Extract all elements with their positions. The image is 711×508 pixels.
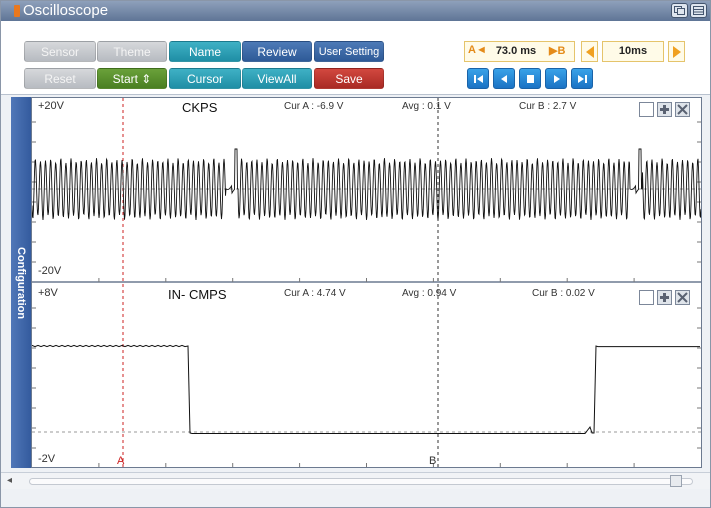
ch1-average-value: Avg : 0.1 V — [402, 101, 451, 112]
ch2-add-icon[interactable] — [657, 290, 672, 305]
user-setting-button[interactable]: User Setting — [314, 41, 384, 62]
last-icon — [578, 75, 587, 83]
stop-icon — [527, 75, 534, 83]
title-bar: Oscilloscope — [1, 1, 710, 21]
review-button[interactable]: Review — [242, 41, 312, 62]
prev-button[interactable] — [493, 68, 515, 89]
start-button[interactable]: Start ⇕ — [97, 68, 167, 89]
time-per-division-display: 10ms — [602, 41, 664, 62]
sensor-button[interactable]: Sensor — [24, 41, 96, 62]
waveform-canvas — [32, 98, 701, 467]
ch2-cursor-b-value: Cur B : 0.02 V — [532, 288, 595, 299]
ch2-average-value: Avg : 0.94 V — [402, 288, 457, 299]
cursor-a-marker: A◄ — [468, 44, 487, 56]
last-button[interactable] — [571, 68, 593, 89]
cursor-button[interactable]: Cursor — [169, 68, 241, 89]
first-button[interactable] — [467, 68, 489, 89]
ch1-name: CKPS — [182, 100, 218, 115]
toolbar: Sensor Theme Name Review User Setting Re… — [1, 21, 710, 95]
first-icon — [474, 75, 483, 83]
prev-icon — [501, 75, 507, 83]
menu-icon[interactable] — [690, 3, 707, 18]
save-button[interactable]: Save — [314, 68, 384, 89]
arrow-left-icon — [586, 46, 594, 58]
cursor-a-label[interactable]: A — [117, 455, 125, 467]
ch1-min-label: -20V — [38, 265, 62, 277]
ch1-close-icon[interactable] — [675, 102, 690, 117]
reset-button[interactable]: Reset — [24, 68, 96, 89]
next-icon — [554, 75, 560, 83]
configuration-label: Configuration — [15, 247, 27, 320]
cursor-b-marker: ▶B — [549, 45, 566, 57]
next-button[interactable] — [545, 68, 567, 89]
restore-icon[interactable] — [671, 3, 688, 18]
ch1-trace — [32, 148, 701, 221]
scroll-track[interactable] — [29, 478, 693, 485]
window-title: Oscilloscope — [23, 2, 109, 19]
ch1-cursor-b-value: Cur B : 2.7 V — [519, 101, 577, 112]
ch2-max-label: +8V — [38, 287, 58, 299]
ch2-close-icon[interactable] — [675, 290, 690, 305]
cursor-delta-value: 73.0 ms — [495, 45, 537, 57]
horizontal-scrollbar[interactable]: ◂ — [1, 472, 710, 489]
ch1-cursor-a-value: Cur A : -6.9 V — [284, 101, 344, 112]
scroll-left-icon[interactable]: ◂ — [7, 475, 13, 486]
name-button[interactable]: Name — [169, 41, 241, 62]
time-decrease-button[interactable] — [581, 41, 598, 62]
configuration-tab[interactable]: Configuration — [11, 97, 31, 468]
scroll-thumb[interactable] — [670, 475, 682, 487]
cursor-delta-display: A◄ 73.0 ms ▶B — [464, 41, 575, 62]
ch2-min-label: -2V — [38, 453, 56, 465]
time-per-division-value: 10ms — [618, 45, 648, 57]
ch2-select-checkbox[interactable] — [639, 290, 654, 305]
arrow-right-icon — [673, 46, 681, 58]
time-increase-button[interactable] — [668, 41, 685, 62]
stop-button[interactable] — [519, 68, 541, 89]
ch2-name: IN- CMPS — [168, 287, 227, 302]
ch2-cursor-a-value: Cur A : 4.74 V — [284, 288, 346, 299]
app-icon — [14, 5, 20, 17]
ch1-max-label: +20V — [38, 100, 64, 112]
cursor-b-label[interactable]: B — [429, 455, 437, 467]
viewall-button[interactable]: ViewAll — [242, 68, 312, 89]
theme-button[interactable]: Theme — [97, 41, 167, 62]
scope-display[interactable]: +20V CKPS Cur A : -6.9 V Avg : 0.1 V Cur… — [31, 97, 702, 468]
ch1-add-icon[interactable] — [657, 102, 672, 117]
ch1-select-checkbox[interactable] — [639, 102, 654, 117]
ch2-trace — [32, 344, 700, 434]
